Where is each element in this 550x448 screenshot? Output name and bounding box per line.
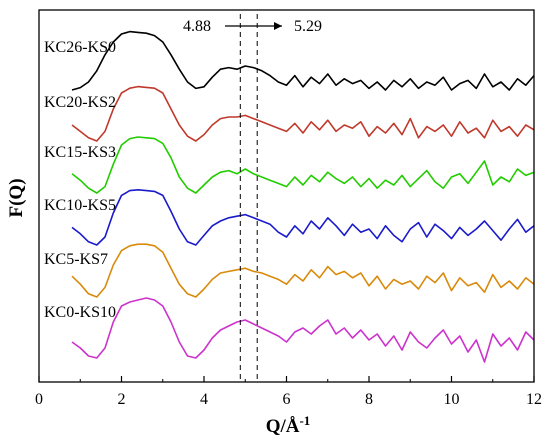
series-label-kc0-ks10: KC0-KS10 [44,304,116,321]
x-tick-label-8: 8 [365,391,373,408]
annotation-arrow-head [274,22,282,30]
x-tick-label-0: 0 [35,391,43,408]
axis-layer: 0 2 4 6 8 10 12 Q/Å-1 F(Q) [6,9,542,437]
series-label-kc20-ks2: KC20-KS2 [44,94,116,111]
x-tick-label-10: 10 [444,391,460,408]
series-layer [71,30,535,363]
series-line-kc15-ks3 [71,136,535,194]
series-line-kc10-ks5 [71,189,535,246]
series-label-kc10-ks5: KC10-KS5 [44,197,116,214]
x-tick-label-12: 12 [526,391,542,408]
series-label-kc15-ks3: KC15-KS3 [44,144,116,161]
annotation-to-label: 5.29 [294,18,322,35]
x-tick-label-2: 2 [118,391,126,408]
x-tick-label-4: 4 [200,391,208,408]
series-line-kc20-ks2 [71,85,535,142]
x-axis-title: Q/Å-1 [266,413,311,437]
series-line-kc5-ks7 [71,243,535,298]
series-line-kc26-ks0 [71,30,535,91]
plot-frame [38,9,535,383]
annotation-from-label: 4.88 [183,18,211,35]
series-line-kc0-ks10 [71,297,535,363]
series-label-kc26-ks0: KC26-KS0 [44,39,116,56]
x-tick-label-6: 6 [283,391,291,408]
series-label-kc5-ks7: KC5-KS7 [44,251,108,268]
label-layer: KC26-KS0 KC20-KS2 KC15-KS3 KC10-KS5 KC5-KS7 K… [44,18,322,321]
y-axis-title: F(Q) [6,178,27,217]
